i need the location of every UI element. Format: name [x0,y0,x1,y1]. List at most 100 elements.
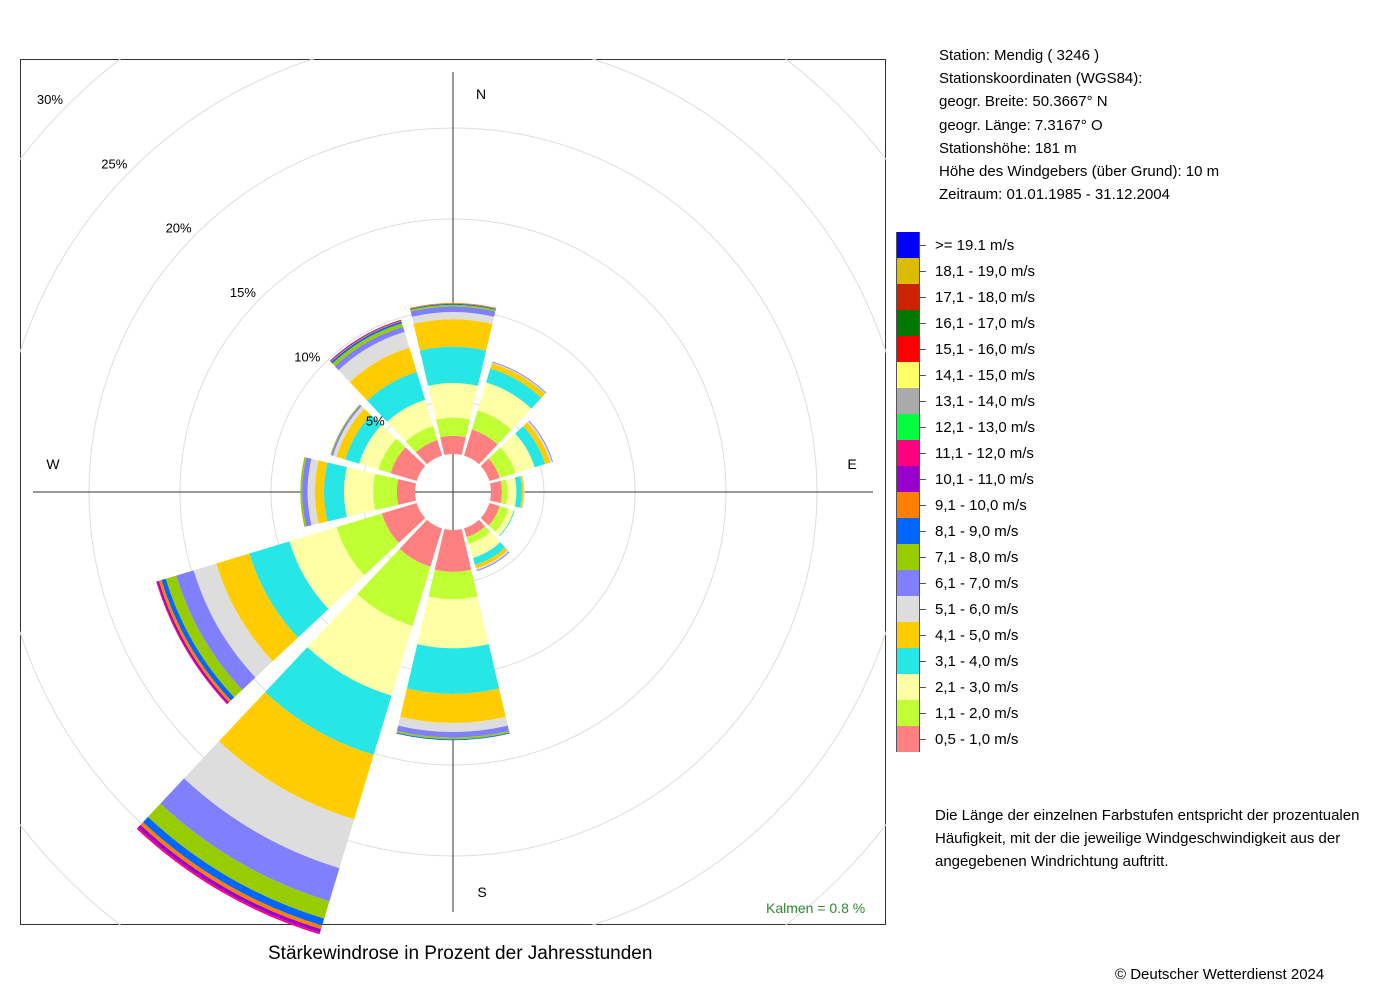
legend-label: 7,1 - 8,0 m/s [935,549,1019,566]
sector-wnw [330,404,426,482]
legend-tick [920,245,926,246]
legend-tick [920,375,926,376]
explanation-note: Die Länge der einzelnen Farbstufen entsp… [935,807,1360,870]
sector-segment [527,421,553,463]
sector-segment [520,475,524,509]
sector-segment [434,528,472,572]
legend-swatch [896,284,920,310]
sector-segment [399,519,443,567]
sector-segment [398,716,508,733]
legend-label: 2,1 - 3,0 m/s [935,679,1019,696]
legend-label: 10,1 - 11,0 m/s [935,471,1034,488]
sector-segment [147,803,330,919]
sector-nne [463,361,547,465]
legend-tick [920,401,926,402]
sector-segment [415,439,443,465]
sector-segment [472,542,506,565]
legend-item: 16,1 - 17,0 m/s [896,310,1096,336]
sector-segment [411,312,495,324]
plot-frame [20,59,886,925]
legend-swatch [896,700,920,726]
sector-segment [307,593,413,696]
sector-segment [410,303,496,310]
label-layer: 5% 10% 15% 20% 25% 30% N E S W [37,86,857,900]
sector-segment [515,426,546,468]
legend-tick [920,687,926,688]
anemometer-height: Höhe des Windgebers (über Grund): 10 m [939,163,1220,180]
legend-item: 0,5 - 1,0 m/s [896,726,1096,752]
radial-tick-label: 5% [366,414,385,429]
legend-item: 5,1 - 6,0 m/s [896,596,1096,622]
sector-segment [387,399,434,442]
legend-item: >= 19.1 m/s [896,232,1096,258]
legend-tick [920,349,926,350]
sector-segment [344,467,376,517]
sector-segment [440,435,466,456]
sector-segment [176,570,256,690]
compass-label-s: S [477,884,486,900]
sector-segment [302,457,312,527]
sector-segment [488,506,509,532]
sector-segment [500,433,535,474]
sector-segment [486,368,542,409]
legend-item: 11,1 - 12,0 m/s [896,440,1096,466]
radial-tick-label: 20% [166,221,192,236]
sector-w [300,457,417,527]
legend-tick [920,453,926,454]
sector-segment [521,475,525,509]
legend-item: 17,1 - 18,0 m/s [896,284,1096,310]
legend-item: 12,1 - 13,0 m/s [896,414,1096,440]
compass-label-w: W [46,456,60,472]
sector-nnw [329,319,443,465]
sector-segment [390,447,426,482]
sector-segment [410,304,496,312]
legend-label: 11,1 - 12,0 m/s [935,445,1034,462]
sector-segment [476,550,509,571]
legend-swatch [896,414,920,440]
legend-item: 13,1 - 14,0 m/s [896,388,1096,414]
sector-segment [218,692,374,820]
sector-segment [142,816,325,926]
legend-item: 3,1 - 4,0 m/s [896,648,1096,674]
sector-segment [409,302,497,309]
sector-segment [468,531,501,558]
legend-tick [920,583,926,584]
sector-segment [324,462,347,522]
legend-label: 17,1 - 18,0 m/s [935,289,1036,306]
legend-tick [920,713,926,714]
legend-tick [920,271,926,272]
compass-label-e: E [847,456,856,472]
sector-segment [499,510,515,537]
sector-segment [488,447,516,478]
time-period: Zeitraum: 01.01.1985 - 31.12.2004 [939,186,1170,203]
legend-tick [920,505,926,506]
sector-segment [413,319,493,351]
sector-segment [505,477,517,507]
legend-item: 10,1 - 11,0 m/s [896,466,1096,492]
sector-segment [410,306,496,317]
compass-label-n: N [476,86,486,102]
sector-segment [406,644,500,694]
sector-segment [300,457,307,527]
legend-tick [920,609,926,610]
sector-segment [428,383,478,420]
sector-segment [184,741,355,869]
sector-segment [349,347,417,401]
sector-segment [396,479,417,505]
legend-label: 15,1 - 16,0 m/s [935,341,1036,358]
legend-tick [920,635,926,636]
legend-tick [920,531,926,532]
sector-segment [289,527,365,609]
legend-swatch [896,362,920,388]
sector-segment [396,725,510,738]
legend-swatch [896,544,920,570]
sector-segment [396,732,510,741]
radial-tick-label: 25% [101,156,127,171]
legend-label: 9,1 - 10,0 m/s [935,497,1027,514]
legend-swatch [896,570,920,596]
legend-item: 7,1 - 8,0 m/s [896,544,1096,570]
sector-segment [428,569,478,600]
legend-label: 14,1 - 15,0 m/s [935,367,1036,384]
legend-label: 8,1 - 9,0 m/s [935,523,1019,540]
